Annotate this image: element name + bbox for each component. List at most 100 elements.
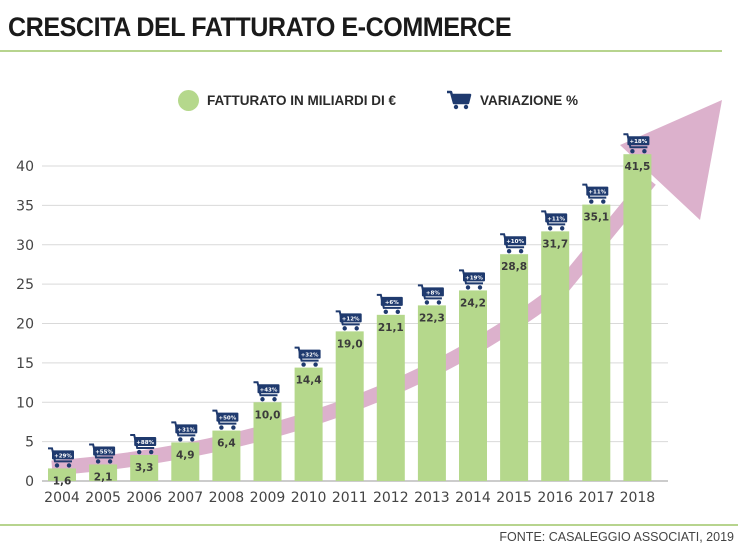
shopping-cart-icon (417, 284, 444, 305)
cart-basket (257, 384, 280, 394)
chart-title: CRESCITA DEL FATTURATO E-COMMERCE (8, 12, 512, 42)
cart-wheel (506, 249, 512, 254)
cart-wheel (518, 249, 524, 254)
cart-wheel (301, 362, 306, 367)
cart-wheel (383, 309, 388, 315)
variation-label: +55% (95, 449, 113, 455)
shopping-cart-icon (253, 381, 280, 402)
bar (212, 430, 241, 481)
cart-wheel (548, 226, 553, 231)
variation-label: +18% (630, 139, 648, 145)
bar (500, 254, 529, 481)
x-tick-label: 2011 (332, 490, 368, 506)
x-tick-label: 2006 (126, 490, 162, 506)
cart-wheel (54, 463, 60, 468)
cart-wheel (477, 285, 483, 290)
data-label: 1,6 (53, 475, 72, 487)
bar (335, 331, 364, 481)
legend: FATTURATO IN MILIARDI DI € VARIAZIONE % (178, 89, 578, 111)
variation-label: +29% (54, 453, 72, 459)
bar (459, 290, 487, 481)
cart-wheel (424, 300, 430, 305)
cart-basket (175, 424, 198, 434)
cart-wheel (313, 362, 318, 367)
cart-basket (339, 313, 362, 323)
data-label: 4,9 (176, 449, 195, 461)
cart-wheel (465, 285, 471, 290)
cart-basket (545, 213, 568, 223)
bar (130, 455, 159, 481)
cart-wheel (260, 397, 265, 402)
x-tick-label: 2004 (44, 490, 80, 506)
bar (417, 305, 446, 481)
cart-basket (586, 186, 609, 196)
data-label: 6,4 (217, 438, 236, 450)
legend-label-revenue: FATTURATO IN MILIARDI DI € (207, 92, 396, 108)
legend-item-revenue: FATTURATO IN MILIARDI DI € (178, 89, 396, 111)
cart-basket (93, 446, 116, 456)
source-note: FONTE: CASALEGGIO ASSOCIATI, 2019 (499, 530, 734, 544)
shopping-cart-icon (89, 443, 116, 464)
legend-dot-icon (178, 89, 199, 111)
shopping-cart-icon (130, 434, 157, 455)
bar (294, 367, 323, 481)
data-label: 21,1 (378, 322, 404, 334)
bar (171, 442, 200, 481)
variation-label: +11% (547, 216, 565, 222)
data-label: 28,8 (501, 261, 527, 273)
data-label: 41,5 (624, 161, 650, 173)
cart-wheel (137, 449, 142, 455)
y-tick-label: 10 (16, 395, 34, 411)
cart-wheel (560, 226, 565, 231)
shopping-cart-icon (500, 233, 527, 254)
cart-wheel (219, 425, 224, 430)
cart-wheel (354, 326, 359, 331)
data-label: 31,7 (542, 238, 568, 250)
shopping-cart-icon (212, 409, 239, 430)
cart-wheel (231, 425, 236, 430)
cart-wheel (342, 326, 347, 331)
bar (541, 231, 570, 481)
x-tick-label: 2007 (167, 490, 203, 506)
shopping-cart-icon (171, 421, 198, 442)
cart-wheel (601, 199, 606, 204)
y-tick-label: 15 (16, 356, 34, 372)
shopping-cart-icon (623, 133, 650, 154)
variation-label: +19% (465, 275, 483, 281)
legend-item-variation: VARIAZIONE % (446, 89, 578, 111)
cart-wheel (642, 148, 647, 154)
shopping-cart-icon (335, 310, 362, 331)
x-tick-label: 2010 (291, 490, 327, 506)
x-tick-label: 2005 (85, 490, 121, 506)
bar (376, 314, 405, 481)
bar-chart: 0 5 10 15 20 25 30 35 40 1,6 +29% 2004 2,1 +55% 2005 3,… (16, 100, 722, 506)
footer-divider (0, 524, 738, 526)
variation-label: +50% (219, 416, 237, 422)
cart-wheel (190, 437, 195, 442)
data-label: 10,0 (255, 409, 281, 421)
shopping-cart-icon (582, 183, 609, 204)
cart-wheel (107, 459, 113, 464)
cart-basket (52, 450, 74, 460)
x-tick-label: 2013 (414, 490, 450, 506)
x-tick-label: 2018 (620, 490, 656, 506)
y-tick-label: 0 (25, 474, 34, 490)
data-label: 19,0 (337, 338, 363, 350)
legend-label-variation: VARIAZIONE % (480, 92, 579, 108)
y-tick-label: 25 (16, 277, 34, 293)
bar (253, 402, 282, 481)
variation-label: +88% (136, 440, 154, 446)
trend-arrow-head (620, 100, 722, 220)
shopping-cart-icon (447, 90, 472, 110)
cart-basket (463, 272, 485, 282)
x-tick-label: 2015 (496, 490, 532, 506)
shopping-cart-icon (294, 346, 321, 367)
bar (89, 464, 118, 481)
cart-wheel (630, 148, 635, 154)
data-label: 35,1 (583, 212, 609, 224)
bar (582, 204, 611, 481)
variation-label: +32% (301, 353, 319, 359)
data-label: 24,2 (460, 297, 486, 309)
shopping-cart-icon (376, 293, 403, 315)
x-tick-label: 2012 (373, 490, 409, 506)
